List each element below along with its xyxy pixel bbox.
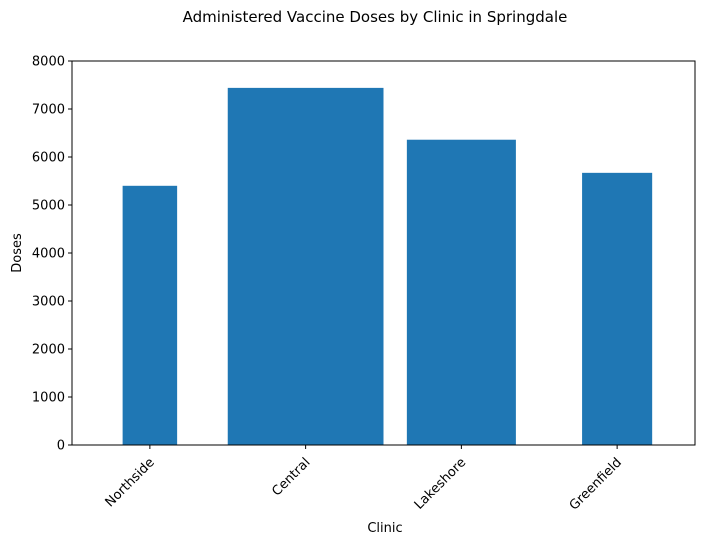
- y-tick-label: 3000: [32, 295, 65, 310]
- chart-title: Administered Vaccine Doses by Clinic in …: [183, 8, 568, 26]
- x-tick-label: Greenfield: [567, 455, 625, 513]
- x-axis-title: Clinic: [367, 521, 402, 536]
- x-tick-label: Central: [269, 455, 313, 499]
- y-tick-label: 7000: [32, 103, 65, 118]
- y-tick-label: 8000: [32, 55, 65, 70]
- y-tick-label: 2000: [32, 343, 65, 358]
- y-tick-label: 4000: [32, 247, 65, 262]
- bar-greenfield: [582, 172, 653, 445]
- bar-northside: [122, 185, 178, 446]
- y-tick-label: 1000: [32, 391, 65, 406]
- y-tick-label: 6000: [32, 151, 65, 166]
- y-axis-title: Doses: [10, 233, 25, 273]
- plot-area: 0 1000 2000 3000 4000 5000 6000 7000 8000 Northsi…: [32, 55, 696, 514]
- x-tick-label: Lakeshore: [412, 455, 469, 512]
- x-tick-label: Northside: [103, 455, 158, 510]
- y-tick-label: 5000: [32, 199, 65, 214]
- y-tick-label: 0: [57, 439, 65, 454]
- bar-central: [227, 87, 384, 445]
- bar-lakeshore: [406, 139, 516, 445]
